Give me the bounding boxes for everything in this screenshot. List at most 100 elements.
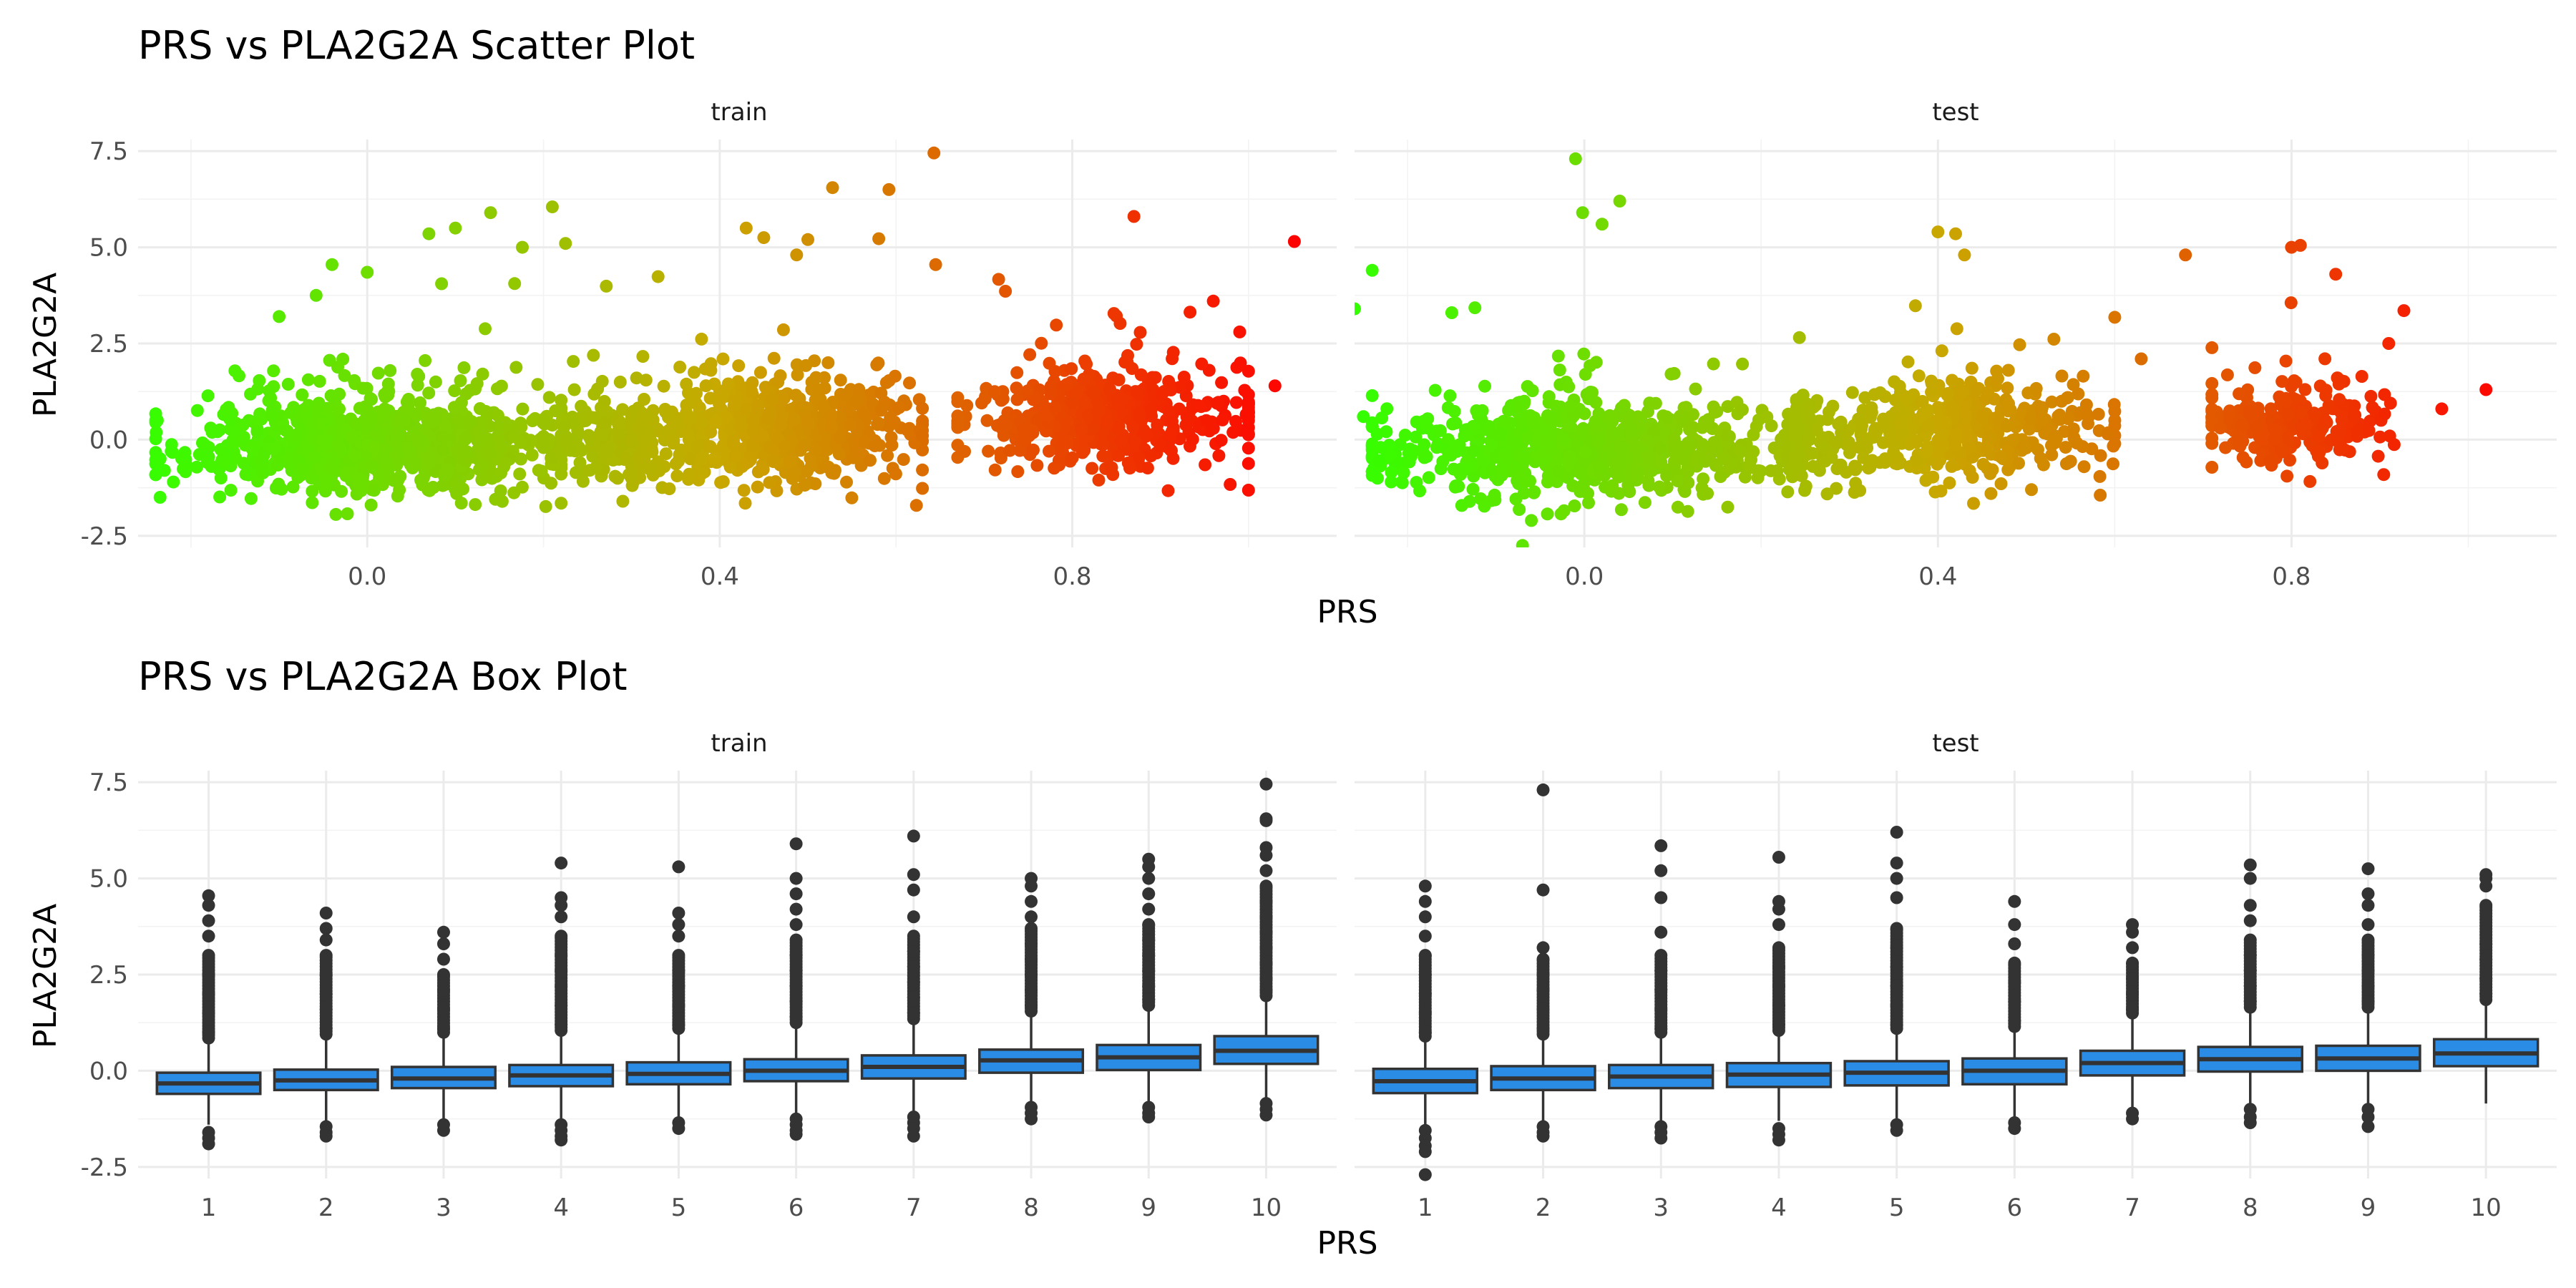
scatter-point [452,413,465,426]
scatter-point [1890,457,1904,471]
scatter-point [454,374,467,387]
scatter-point [1550,475,1563,489]
scatter-point [1035,336,1048,350]
outlier-point [1142,933,1156,947]
scatter-point [1485,439,1498,452]
scatter-point [716,390,729,404]
scatter-point [767,351,781,365]
scatter-point [264,391,278,405]
scatter-point [1395,476,1409,489]
scatter-point [1541,507,1554,521]
scatter-point [978,392,992,406]
scatter-point [1241,441,1255,455]
scatter-point [2235,419,2249,432]
scatter-point [757,231,771,245]
scatter-point [728,398,742,411]
outlier-point [2243,872,2257,885]
scatter-point [2333,373,2346,386]
scatter-point [732,359,746,373]
scatter-point [508,277,522,291]
scatter-point [616,494,630,508]
outlier-point [555,980,568,993]
scatter-point [1671,474,1684,487]
scatter-point [1144,449,1158,463]
outlier-point [2008,1122,2021,1136]
outlier-point [555,891,568,904]
scatter-point [791,368,804,381]
scatter-point [341,507,354,520]
outlier-point [907,829,920,843]
scatter-point [1542,390,1556,404]
scatter-point [1760,410,1774,424]
scatter-point [317,417,331,431]
scatter-point [1561,471,1574,484]
scatter-point [1790,393,1803,406]
scatter-point [1087,386,1101,399]
scatter-point [1131,387,1144,401]
scatter-point [1919,474,1933,487]
outlier-point [436,983,450,997]
scatter-point [2289,376,2303,389]
outlier-point [202,914,215,927]
scatter-point [768,443,781,457]
scatter-point [601,441,615,454]
scatter-point [1340,396,1352,409]
scatter-point [1226,426,1240,439]
scatter-point [708,416,722,429]
scatter-point [1701,487,1714,500]
outlier-point [907,868,920,882]
scatter-point [801,415,815,429]
outlier-point [1418,1025,1432,1039]
outlier-point [319,907,333,919]
scatter-point [1620,414,1634,427]
scatter-point [1551,349,1565,363]
outlier-point [1890,980,1903,993]
scatter-point [1845,386,1859,399]
outlier-point [1536,941,1550,955]
outlier-point [1772,999,1785,1012]
scatter-point [1579,368,1592,381]
scatter-point [393,483,406,497]
scatter-point [641,431,654,445]
scatter-point [1111,421,1125,435]
scatter-strip-test: test [1932,98,1979,127]
outlier-point [1654,1022,1668,1035]
outlier-point [436,952,450,966]
scatter-point [729,449,743,463]
scatter-point [2006,434,2019,447]
scatter-point [1080,357,1093,371]
scatter-point [1967,497,1980,510]
outlier-point [1142,949,1156,962]
outlier-point [1025,1112,1038,1126]
scatter-point [1066,396,1080,410]
scatter-point [493,434,507,447]
scatter-point [1830,436,1844,450]
outlier-point [907,910,920,924]
scatter-point [2108,311,2122,324]
scatter-point [1941,387,1954,400]
scatter-point [1750,420,1763,433]
box-category-7 [860,829,967,1143]
scatter-point [874,404,888,417]
scatter-point [1133,406,1146,420]
outlier-point [1418,894,1432,908]
scatter-point [1357,410,1370,424]
scatter-point [2233,439,2247,453]
scatter-point [2295,421,2308,434]
scatter-point [539,499,552,513]
scatter-point [659,447,673,461]
scatter-point [1925,386,1938,399]
scatter-point [799,439,812,452]
scatter-point [1241,428,1255,441]
scatter-point [1790,430,1803,444]
scatter-point [1946,374,1958,387]
scatter-point [374,408,386,421]
scatter-point [638,393,650,406]
scatter-point [2107,457,2119,471]
scatter-point [1048,462,1061,475]
scatter-point [667,434,680,447]
outlier-point [202,949,215,962]
scatter-point [239,467,253,481]
scatter-point [1509,492,1523,506]
